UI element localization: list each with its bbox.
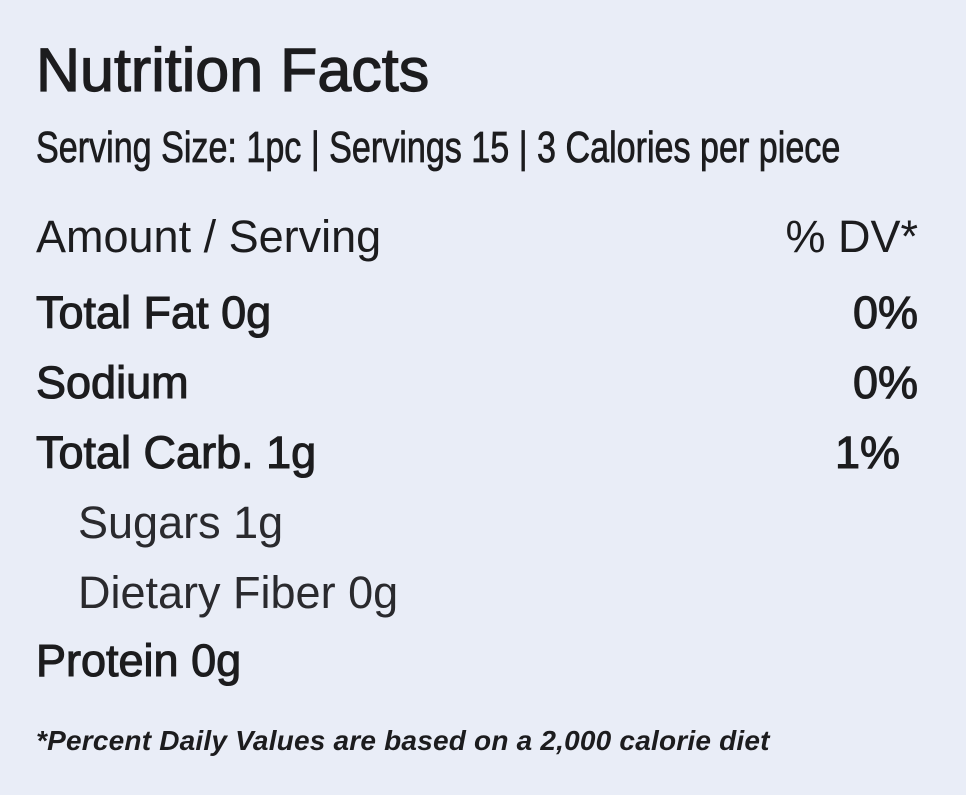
- nutrient-label: Total Fat 0g: [35, 287, 272, 338]
- nutrient-label: Sodium: [35, 357, 189, 408]
- daily-value: 1%: [834, 427, 900, 478]
- title: Nutrition Facts: [35, 36, 430, 104]
- serving-info: Serving Size: 1pc | Servings 15 | 3 Calo…: [36, 123, 841, 172]
- column-header: Amount / Serving: [36, 211, 382, 262]
- nutrient-label: Dietary Fiber 0g: [78, 567, 399, 618]
- daily-value: 0%: [852, 357, 918, 408]
- nutrient-label: Sugars 1g: [78, 497, 284, 548]
- column-header: % DV*: [785, 211, 918, 262]
- daily-value: 0%: [852, 287, 918, 338]
- nutrient-label: Total Carb. 1g: [35, 427, 317, 478]
- nutrient-label: Protein 0g: [35, 635, 242, 686]
- footnote: *Percent Daily Values are based on a 2,0…: [36, 725, 770, 756]
